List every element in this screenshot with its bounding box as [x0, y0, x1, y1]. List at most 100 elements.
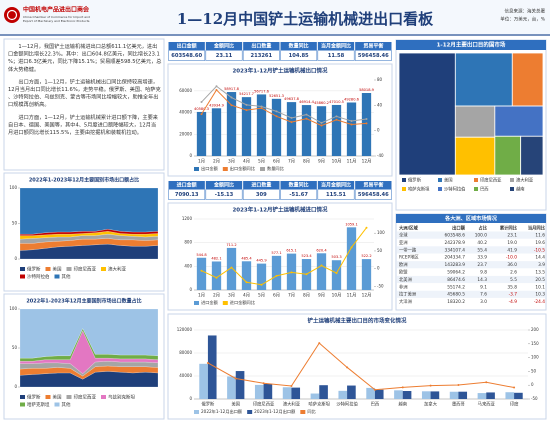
legend-label: 同比 — [307, 408, 315, 415]
row-band — [397, 275, 545, 284]
kpi-label: 进口数量 — [251, 182, 271, 189]
legend-label: 越南 — [516, 186, 525, 193]
data-label: 47010.5 — [329, 100, 344, 104]
panel — [167, 313, 547, 420]
y2-tick-label: -50 — [377, 283, 384, 288]
kpi-label: 当月金额同比 — [321, 182, 351, 189]
y2-tick-label: 0 — [531, 382, 534, 387]
legend-label: 沙特阿拉伯 — [444, 186, 465, 193]
line-point — [318, 342, 321, 345]
kpi-value: 309 — [256, 192, 267, 198]
bar — [196, 111, 207, 156]
line-point — [245, 103, 248, 106]
y-tick-label: 1200 — [182, 216, 193, 221]
x-tick-label: 3月 — [228, 159, 235, 165]
x-tick-label: 巴西 — [371, 402, 380, 408]
line — [207, 342, 515, 391]
line — [201, 89, 367, 127]
line-point — [260, 283, 263, 286]
table-cell: 欧洲 — [399, 261, 408, 268]
kpi-header — [355, 42, 392, 50]
table-cell: -24.4 — [534, 299, 545, 305]
table-cell: 20.5 — [535, 277, 545, 283]
bar — [256, 263, 267, 290]
bar — [282, 387, 292, 399]
x-tick-label: 4月 — [243, 293, 250, 299]
data-label: 40580.3 — [194, 107, 209, 111]
kpi-header — [205, 181, 243, 189]
line-point — [230, 104, 233, 107]
line — [201, 85, 367, 124]
line-point — [335, 115, 338, 118]
table-header: 大洲/区域 — [399, 225, 418, 232]
data-label: 56717.6 — [254, 89, 270, 93]
kpi-value: 596458.46 — [358, 53, 389, 59]
bar — [361, 93, 372, 156]
header-band — [0, 0, 550, 36]
data-label: 49280.6 — [344, 97, 360, 101]
table-cell: 55174.2 — [447, 284, 465, 290]
table-cell: 欧盟 — [399, 269, 408, 276]
kpi-header — [168, 42, 205, 50]
y2-tick-label: 80 — [377, 77, 383, 82]
summary-panel — [3, 38, 165, 171]
text-line: 1—12月，我国铲土运输机械进出口总额611.1亿美元，进出 — [18, 42, 157, 50]
legend-label: 俄罗斯 — [408, 177, 422, 184]
table-cell: -10.5 — [534, 247, 545, 253]
data-label: 523.4 — [301, 254, 312, 258]
y-tick-label: 100 — [9, 185, 17, 190]
org-en: Export of Machinery and Electronic Produ… — [23, 19, 90, 23]
y2-tick-label: 0 — [377, 128, 380, 133]
line-point — [260, 105, 263, 108]
kpi-cell — [354, 189, 392, 200]
table-cell: 19.0 — [507, 240, 517, 246]
line-point — [290, 385, 293, 388]
x-tick-label: 5月 — [258, 159, 265, 165]
legend-swatch — [45, 267, 51, 271]
kpi-cell — [205, 50, 243, 61]
logo-ring — [6, 9, 18, 21]
bar — [366, 387, 375, 399]
bar — [319, 385, 328, 399]
kpi-cell — [280, 189, 318, 200]
kpi-header — [243, 42, 280, 50]
bar — [226, 92, 237, 156]
y-tick-label: 60000 — [179, 88, 192, 93]
y2-tick-label: 100 — [377, 230, 385, 235]
data-label: 615.1 — [286, 249, 296, 253]
table-cell: 全球 — [399, 232, 408, 239]
chart-title: 铲土运输机械主要出口目的市场变化情况 — [307, 317, 407, 325]
x-tick-label: 12月 — [362, 293, 372, 299]
kpi-value: 596458.46 — [358, 192, 389, 198]
table-cell: 北美洲 — [399, 276, 412, 283]
x-tick-label: 3月 — [228, 293, 235, 299]
table-cell: 334107.4 — [444, 247, 465, 253]
x-tick-label: 8月 — [303, 293, 310, 299]
line-point — [335, 118, 338, 121]
title-bar — [396, 40, 546, 50]
legend-swatch — [20, 395, 25, 399]
legend-swatch — [222, 301, 228, 305]
y2-tick-label: 200 — [531, 327, 539, 332]
kpi-header — [355, 181, 392, 189]
table-cell: 10.1 — [535, 284, 545, 290]
table-cell: -4.9 — [509, 299, 518, 305]
chart-title: 2022年1-2023年12月主要国别市场出口额占比 — [29, 177, 139, 184]
data-label: 522.2 — [361, 254, 371, 258]
bar — [477, 393, 487, 399]
treemap-cell — [494, 135, 522, 176]
legend-label: 美国 — [53, 394, 62, 401]
y2-tick-label: 100 — [531, 355, 539, 360]
kpi-header — [317, 181, 355, 189]
x-tick-label: 4月 — [243, 159, 250, 165]
x-tick-label: 10月 — [332, 159, 342, 165]
bar — [347, 385, 356, 399]
legend-swatch — [45, 395, 51, 399]
legend-swatch — [101, 395, 106, 399]
bar — [514, 392, 523, 399]
bar — [211, 261, 222, 290]
kpi-label: 金额同比 — [213, 182, 234, 189]
kpi-value: 115.51 — [326, 192, 346, 198]
line — [201, 227, 367, 286]
treemap-cell — [454, 136, 496, 176]
